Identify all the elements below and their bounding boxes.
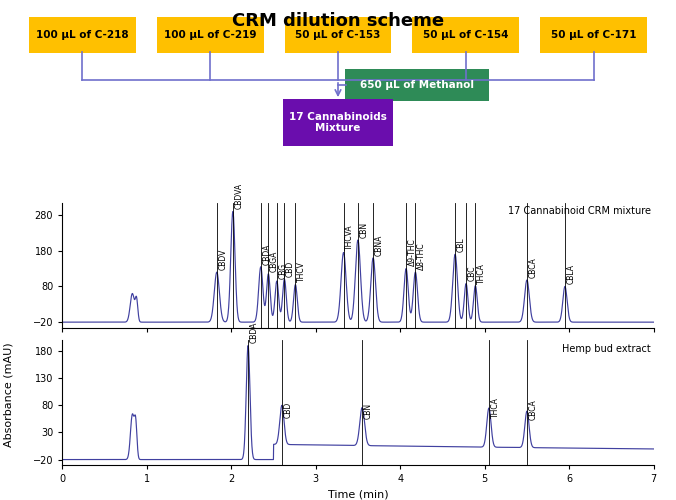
Text: THCVA: THCVA (345, 224, 354, 250)
FancyBboxPatch shape (540, 17, 647, 53)
Text: CBD: CBD (286, 261, 295, 277)
Text: CBG: CBG (279, 263, 287, 279)
Text: Δ9-THC: Δ9-THC (408, 238, 417, 266)
Text: 100 μL of C-218: 100 μL of C-218 (36, 30, 128, 40)
FancyBboxPatch shape (285, 17, 391, 53)
Text: CBCA: CBCA (529, 257, 537, 278)
Text: CBDV: CBDV (218, 248, 228, 270)
Text: Hemp bud extract: Hemp bud extract (562, 344, 651, 354)
Text: CBD: CBD (284, 402, 293, 417)
Text: CBCA: CBCA (529, 400, 537, 420)
Text: CBDA: CBDA (262, 244, 272, 264)
Text: CBN: CBN (364, 402, 373, 419)
Text: CBL: CBL (457, 238, 466, 252)
FancyBboxPatch shape (412, 17, 519, 53)
Text: 17 Cannabinoid CRM mixture: 17 Cannabinoid CRM mixture (508, 206, 651, 216)
Text: CBDA: CBDA (250, 322, 259, 342)
Text: Δ8-THC: Δ8-THC (417, 242, 426, 270)
Text: CBLA: CBLA (566, 264, 576, 284)
Text: THCV: THCV (297, 262, 306, 282)
X-axis label: Time (min): Time (min) (328, 490, 388, 500)
FancyBboxPatch shape (29, 17, 136, 53)
Text: CBGA: CBGA (270, 250, 279, 272)
FancyBboxPatch shape (283, 99, 393, 146)
FancyBboxPatch shape (157, 17, 264, 53)
Text: Absorbance (mAU): Absorbance (mAU) (4, 342, 14, 448)
Text: 100 μL of C-219: 100 μL of C-219 (164, 30, 256, 40)
Text: THCA: THCA (491, 397, 500, 417)
Text: 50 μL of C-154: 50 μL of C-154 (423, 30, 508, 40)
Text: CBC: CBC (468, 266, 477, 281)
Text: 50 μL of C-153: 50 μL of C-153 (295, 30, 381, 40)
Text: CRM dilution scheme: CRM dilution scheme (232, 12, 444, 30)
Text: 50 μL of C-171: 50 μL of C-171 (551, 30, 637, 40)
Text: CBNA: CBNA (375, 234, 384, 256)
Text: 17 Cannabinoids
Mixture: 17 Cannabinoids Mixture (289, 112, 387, 134)
Text: CBDVA: CBDVA (235, 183, 243, 210)
FancyBboxPatch shape (345, 69, 489, 101)
Text: 650 μL of Methanol: 650 μL of Methanol (360, 80, 474, 90)
Text: CBN: CBN (360, 222, 368, 238)
Text: THCA: THCA (477, 262, 486, 283)
